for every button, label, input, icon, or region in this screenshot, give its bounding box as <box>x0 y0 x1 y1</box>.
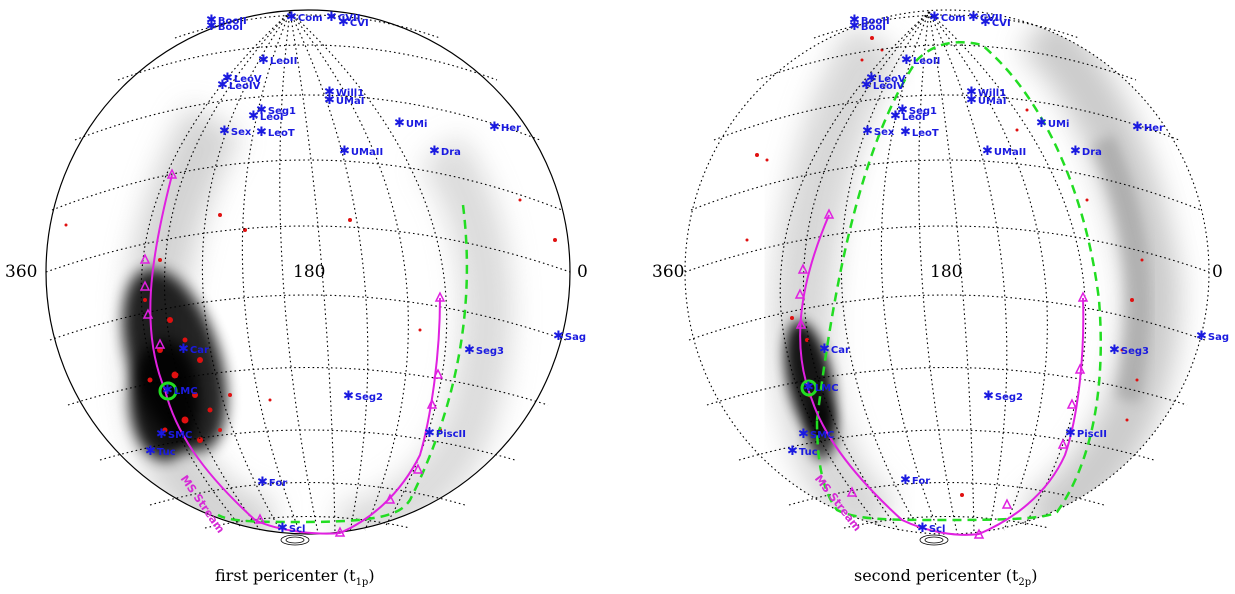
particle-cloud <box>64 105 557 534</box>
satellite-seg1: ✱Seg1 <box>256 103 297 118</box>
satellite-will1: ✱Will1 <box>966 85 1007 100</box>
satellite-leot: ✱LeoT <box>256 125 295 140</box>
magenta-orbit <box>149 174 441 535</box>
axis-label-180: 180 <box>293 262 326 282</box>
satellite-cvi: ✱CVI <box>338 15 369 30</box>
satellite-piscii: ✱PiscII <box>424 426 466 441</box>
lmc-marker-ring <box>158 381 178 401</box>
satellite-lmc: ✱LMC <box>162 383 198 398</box>
satellite-cvii: ✱CVII <box>968 10 1003 25</box>
satellite-her: ✱Her <box>1132 120 1164 135</box>
satellite-com: ✱Com <box>929 10 966 25</box>
satellite-seg3: ✱Seg3 <box>464 343 505 358</box>
satellite-leov: ✱LeoV <box>866 71 906 86</box>
satellite-seg2: ✱Seg2 <box>343 389 384 404</box>
satellite-will1: ✱Will1 <box>324 85 365 100</box>
axis-label-180: 180 <box>930 262 963 282</box>
satellite-tuc: ✱Tuc <box>145 444 176 459</box>
satellite-leoii: ✱LeoII <box>258 53 298 68</box>
red-particles <box>745 36 1144 497</box>
satellite-tuc: ✱Tuc <box>787 444 818 459</box>
axis-label-360: 360 <box>5 262 38 282</box>
satellite-smc: ✱SMC <box>798 427 835 442</box>
satellite-leot: ✱LeoT <box>900 125 939 140</box>
sky-map-left <box>45 9 571 546</box>
satellite-dra: ✱Dra <box>1070 144 1102 159</box>
panel-second-pericenter: 360 180 0 MS Stream ✱BooII ✱BooI ✱Com ✱C… <box>617 0 1234 594</box>
satellite-seg3: ✱Seg3 <box>1109 343 1150 358</box>
satellite-scl: ✱Scl <box>277 521 306 536</box>
satellite-sag: ✱Sag <box>553 329 587 344</box>
satellite-leoii: ✱LeoII <box>901 53 941 68</box>
satellite-leoi: ✱LeoI <box>890 109 926 124</box>
satellite-umai: ✱UMaI <box>324 93 365 108</box>
satellite-umaii: ✱UMaII <box>339 144 384 159</box>
south-pole-rings <box>919 534 949 546</box>
sky-map-right <box>684 9 1210 546</box>
south-pole-rings <box>280 534 310 546</box>
satellite-scl: ✱Scl <box>917 521 946 536</box>
satellite-seg1: ✱Seg1 <box>897 103 938 118</box>
satellite-leoiv: ✱LeoIV <box>217 78 261 93</box>
axis-label-0: 0 <box>577 262 588 282</box>
satellite-sex: ✱Sex <box>862 124 895 139</box>
magenta-orbit <box>799 214 1085 536</box>
graticule <box>45 9 571 535</box>
satellite-her: ✱Her <box>489 120 521 135</box>
satellite-leoiv: ✱LeoIV <box>861 78 905 93</box>
graticule <box>684 9 1210 535</box>
satellite-booi: ✱BooI <box>206 19 243 34</box>
satellite-piscii: ✱PiscII <box>1065 426 1107 441</box>
satellite-for: ✱For <box>257 475 288 490</box>
satellite-cvii: ✱CVII <box>326 10 361 25</box>
satellite-leoi: ✱LeoI <box>248 109 284 124</box>
dashed-orbit <box>217 204 469 524</box>
satellite-umi: ✱UMi <box>1036 116 1070 131</box>
satellite-lmc: ✱LMC <box>803 380 839 395</box>
satellite-for: ✱For <box>900 473 931 488</box>
caption-first-pericenter: first pericenter (t1p) <box>215 566 375 589</box>
satellite-seg2: ✱Seg2 <box>983 389 1024 404</box>
satellite-dra: ✱Dra <box>429 144 461 159</box>
satellite-car: ✱Car <box>178 342 209 357</box>
orbit-markers <box>794 208 1089 539</box>
satellite-umaii: ✱UMaII <box>982 144 1027 159</box>
satellite-com: ✱Com <box>286 10 323 25</box>
satellite-leov: ✱LeoV <box>222 71 262 86</box>
axis-label-0: 0 <box>1212 262 1223 282</box>
satellite-booi: ✱BooI <box>849 19 886 34</box>
panel-first-pericenter: 360 180 0 MS Stream ✱BooII ✱BooI ✱Com ✱C… <box>0 0 617 594</box>
axis-label-360: 360 <box>652 262 685 282</box>
satellite-booii: ✱BooII <box>849 13 890 28</box>
lmc-marker-ring <box>800 379 818 397</box>
satellite-smc: ✱SMC <box>156 427 193 442</box>
caption-second-pericenter: second pericenter (t2p) <box>854 566 1038 589</box>
satellite-car: ✱Car <box>819 342 850 357</box>
satellite-sag: ✱Sag <box>1196 329 1230 344</box>
orbit-markers <box>139 168 446 537</box>
satellite-umai: ✱UMaI <box>966 93 1007 108</box>
satellite-umi: ✱UMi <box>394 116 428 131</box>
satellite-cvi: ✱CVI <box>980 15 1011 30</box>
satellite-sex: ✱Sex <box>219 124 252 139</box>
satellite-booii: ✱BooII <box>206 13 247 28</box>
